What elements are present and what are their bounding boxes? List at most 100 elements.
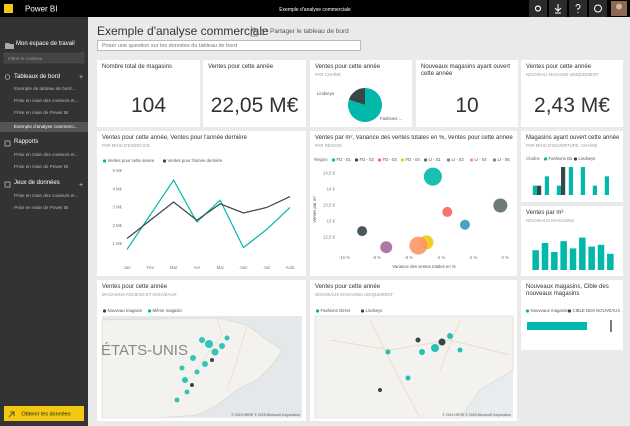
bar: [569, 248, 577, 270]
tile[interactable]: Chaîne Fashions Dir... Lindseys Magasins a…: [521, 131, 623, 202]
line-chart: 5 M€ 4 M€ 3 M€ 2 M€ 1 M€ Jan Fév Mar Avr Mai Juin J…: [102, 158, 295, 270]
workspace-label[interactable]: Mon espace de travail: [16, 41, 75, 47]
feedback-button[interactable]: [589, 0, 607, 17]
section-title[interactable]: Rapports: [14, 139, 39, 145]
tile[interactable]: 5 M€ 4 M€ 3 M€ 2 M€ 1 M€ Jan Fév Mar Avr Mai Juin J…: [97, 131, 306, 276]
add-dashboard[interactable]: +: [79, 74, 83, 81]
add-dataset[interactable]: +: [79, 182, 83, 189]
map-roads: [329, 319, 511, 419]
nav-item[interactable]: Prise en main de Power BI: [14, 164, 69, 169]
bar: [588, 246, 595, 270]
kpi-value: 22,05 M€: [210, 94, 299, 117]
bar: [561, 167, 566, 195]
bar: [532, 250, 539, 270]
bubble: [357, 226, 368, 237]
share-button[interactable]: Partager le tableau de bord: [270, 28, 349, 35]
nav-item[interactable]: Prise en main de Power BI: [14, 205, 69, 210]
tile[interactable]: © 2015 HERE © 2015 Microsoft Corporation…: [310, 280, 517, 421]
sidebar-icons: + + Obtenir les données: [0, 43, 88, 421]
kpi-value: 2,43 M€: [534, 94, 610, 117]
legend-swatch: [377, 158, 382, 162]
x-tick-label: -4 %: [436, 255, 445, 260]
download-icon: [554, 4, 562, 14]
legend-swatch: [315, 309, 320, 313]
tile[interactable]: Lindseys Fashions ... Ventes pour cette a…: [310, 60, 412, 127]
legend-swatch: [102, 309, 107, 313]
legend-label: LI - 04: [475, 157, 488, 162]
tile-title: Ventes pour cette année: [102, 284, 168, 290]
legend-title: Région: [314, 157, 328, 162]
x-tick-label: Jan: [124, 265, 132, 270]
bar: [532, 185, 537, 195]
legend-label: LI - 01: [429, 157, 442, 162]
dashboards-icon: [4, 74, 11, 80]
app-launcher[interactable]: [4, 4, 13, 13]
nav-item[interactable]: Prise en main des couleurs et...: [14, 193, 79, 198]
qa-placeholder: Poser une question sur les données du ta…: [102, 43, 238, 49]
get-data-button[interactable]: [4, 406, 84, 421]
bubble: [380, 241, 393, 254]
bar-chart: [532, 237, 614, 270]
map: ÉTATS-UNIS © 2015 HERE © 2015 Microsoft …: [101, 316, 302, 419]
tile-title: Ventes par m²: [526, 210, 564, 216]
nav-item[interactable]: Prise en main des couleurs et...: [14, 152, 79, 157]
nav-item-selected[interactable]: Exemple d'analyse commerci...: [14, 124, 78, 129]
share-icon[interactable]: [260, 28, 268, 36]
legend-swatch: [492, 158, 497, 162]
filter-box[interactable]: [3, 52, 85, 64]
legend-label: Ventes pour cette année: [108, 158, 155, 163]
tile-subtitle: MAGASINS ANCIENS ET NOUVEAUX: [102, 292, 177, 297]
settings-button[interactable]: [529, 0, 547, 17]
tile-subtitle: PAR RÉGION: [315, 143, 342, 148]
tile-title: Ventes pour cette année: [315, 64, 381, 70]
section-title[interactable]: Tableaux de bord: [14, 74, 61, 80]
avatar-face: [616, 3, 622, 10]
legend-title: Chaîne: [526, 156, 540, 161]
tile[interactable]: Ventes pour cette année NOUVEAU MAGASIN …: [521, 60, 623, 127]
tile[interactable]: Nouveaux magasins CIBLE DES NOUVEAUX ... …: [521, 280, 623, 350]
top-bar-graphics: Power BI Exemple d'analyse commerciale: [4, 0, 627, 17]
section-title[interactable]: Jeux de données: [14, 180, 60, 186]
tile[interactable]: Ventes par m² NOUVEAUX MAGASINS: [521, 206, 623, 276]
tile[interactable]: ÉTATS-UNIS © 2015 HERE © 2015 Microsoft …: [97, 280, 306, 421]
bar-chart: Chaîne Fashions Dir... Lindseys: [526, 156, 609, 195]
tile[interactable]: 14,5 € 14 € 13,5 € 13 € 12,5 € -10 % -8 % -6 % -…: [310, 131, 517, 276]
lock-icon: [250, 30, 258, 37]
pie-chart: Lindseys Fashions ...: [317, 88, 402, 122]
bar: [580, 167, 585, 195]
y-axis-label: Ventes par m²: [312, 196, 317, 223]
help-icon: [575, 4, 581, 13]
tile-title: Ventes pour cette année, Ventes pour l'a…: [102, 135, 247, 141]
legend-swatch: [354, 158, 359, 162]
nav-item[interactable]: Prise en main des couleurs et...: [14, 98, 79, 103]
map-legend: Nouveau magasin Même magasin: [102, 308, 182, 313]
target-marker: [610, 320, 612, 332]
y-tick-label: 5 M€: [112, 168, 122, 173]
y-tick-label: 1 M€: [112, 241, 122, 246]
x-tick-label: Mar: [170, 265, 178, 270]
bar: [551, 252, 558, 270]
reports-icon: [4, 140, 11, 147]
y-tick-label: 13,5 €: [323, 203, 336, 208]
map-credit: © 2015 HERE © 2015 Microsoft Corporation: [442, 413, 511, 417]
map-roads: [191, 317, 248, 391]
map-country-label: ÉTATS-UNIS: [101, 342, 188, 359]
legend-swatch: [162, 159, 167, 163]
x-tick-label: Avr: [194, 265, 201, 270]
legend-label: LI - 03: [452, 157, 465, 162]
dashboard-title: Exemple d'analyse commerciale: [97, 24, 269, 38]
legend-label: Lindseys: [579, 156, 596, 161]
legend-label: FD - 03: [383, 157, 398, 162]
qa-box[interactable]: Poser une question sur les données du ta…: [97, 40, 361, 51]
tile[interactable]: Nombre total de magasins 104: [97, 60, 200, 127]
tile[interactable]: Ventes pour cette année 22,05 M€: [203, 60, 306, 127]
tile[interactable]: Nouveaux magasins ayant ouvert cette ann…: [416, 60, 518, 127]
x-tick-label: -8 %: [372, 255, 381, 260]
nav-item[interactable]: Exemple de tableau de bord...: [14, 86, 76, 91]
nav-item[interactable]: Prise en main de Power BI: [14, 110, 69, 115]
y-tick-label: 14,5 €: [323, 171, 336, 176]
pie-slice: [348, 88, 365, 105]
x-tick-label: Juil: [263, 265, 269, 270]
tile-subtitle: NOUVEAUX MAGASINS: [526, 218, 574, 223]
top-title: Exemple d'analyse commerciale: [279, 7, 351, 13]
